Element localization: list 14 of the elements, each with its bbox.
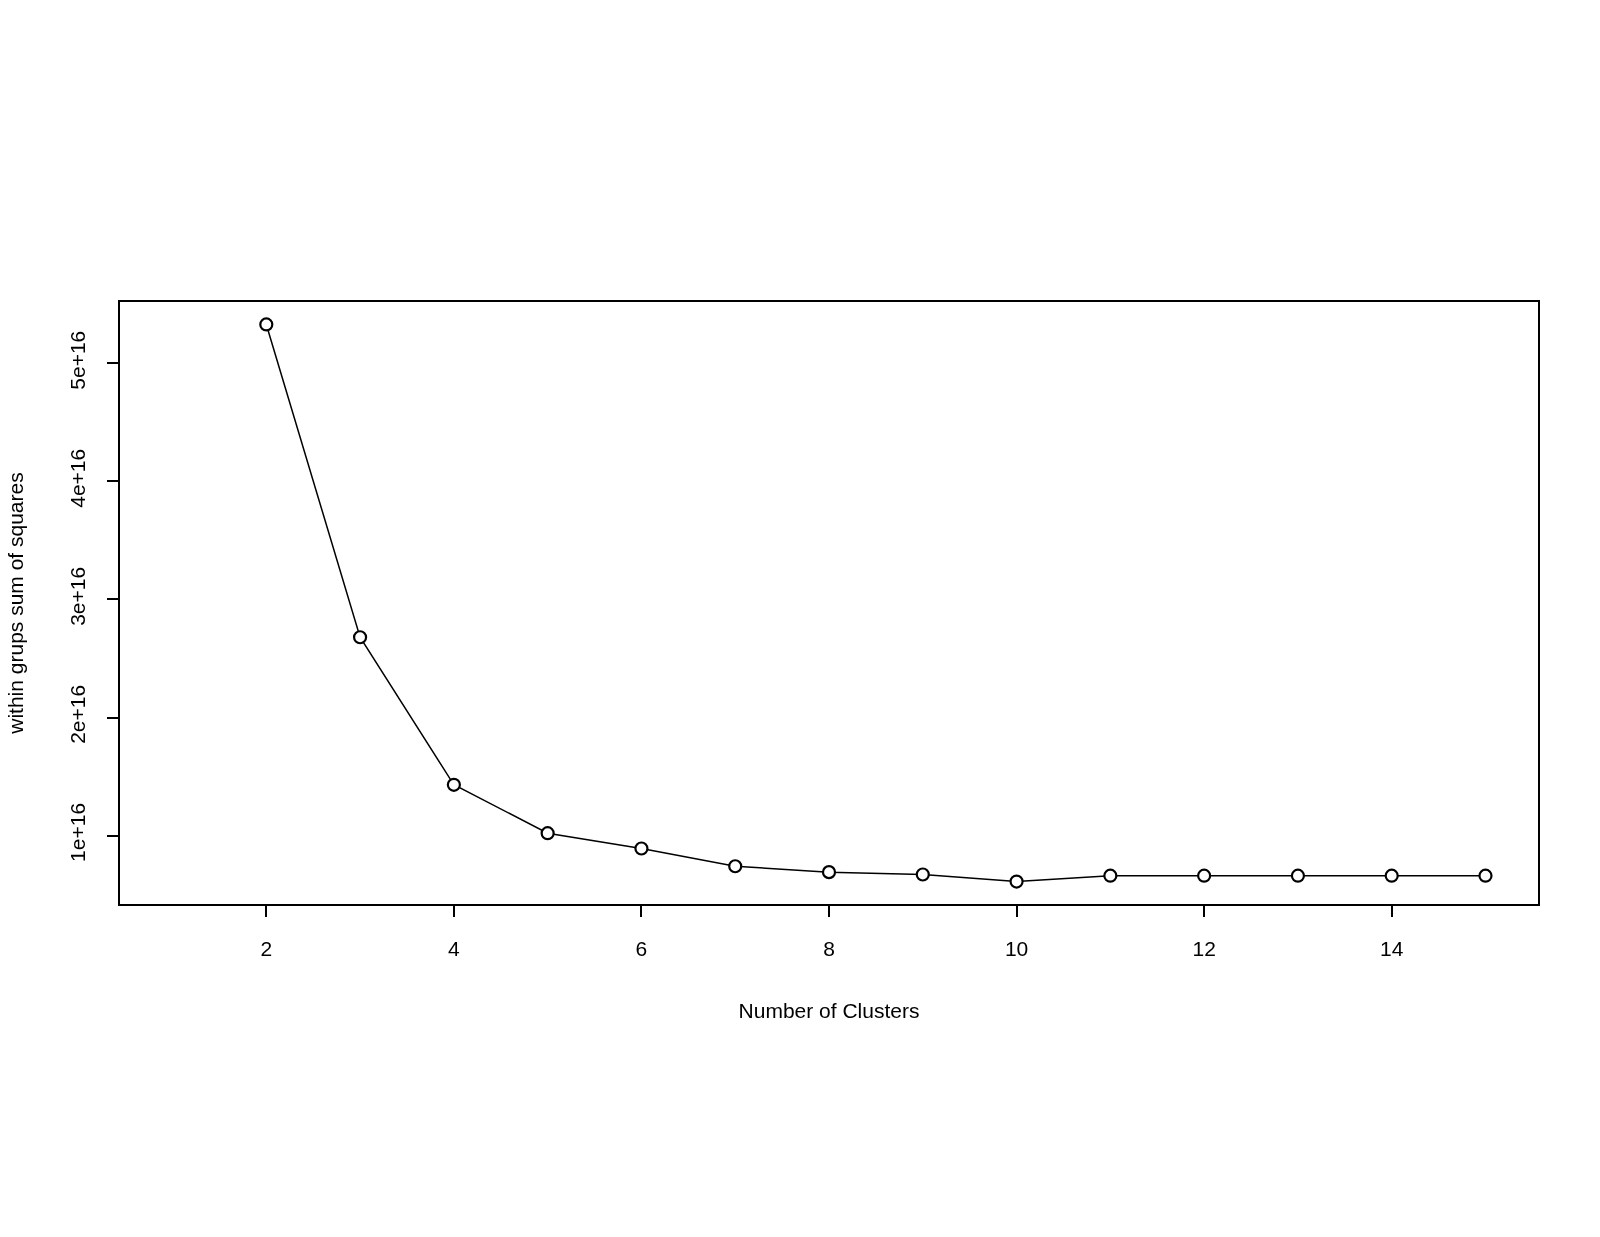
x-tick-label: 2 (260, 937, 273, 960)
y-tick-label: 5e+16 (65, 330, 89, 390)
x-tick-label: 14 (1380, 937, 1404, 960)
x-tick-label: 6 (635, 937, 648, 960)
x-tick-label: 12 (1192, 937, 1216, 960)
y-tick-label: 1e+16 (65, 802, 89, 862)
y-tick-label: 3e+16 (65, 566, 89, 626)
x-axis-title: Number of Clusters (738, 998, 920, 1022)
x-tick-label: 4 (448, 937, 461, 960)
x-tick-label: 8 (823, 937, 835, 960)
y-tick-label: 4e+16 (65, 448, 89, 508)
x-tick-label: 10 (1004, 937, 1029, 960)
y-axis-title: within grups sum of squares (4, 472, 28, 735)
y-tick-label: 2e+16 (65, 684, 89, 744)
